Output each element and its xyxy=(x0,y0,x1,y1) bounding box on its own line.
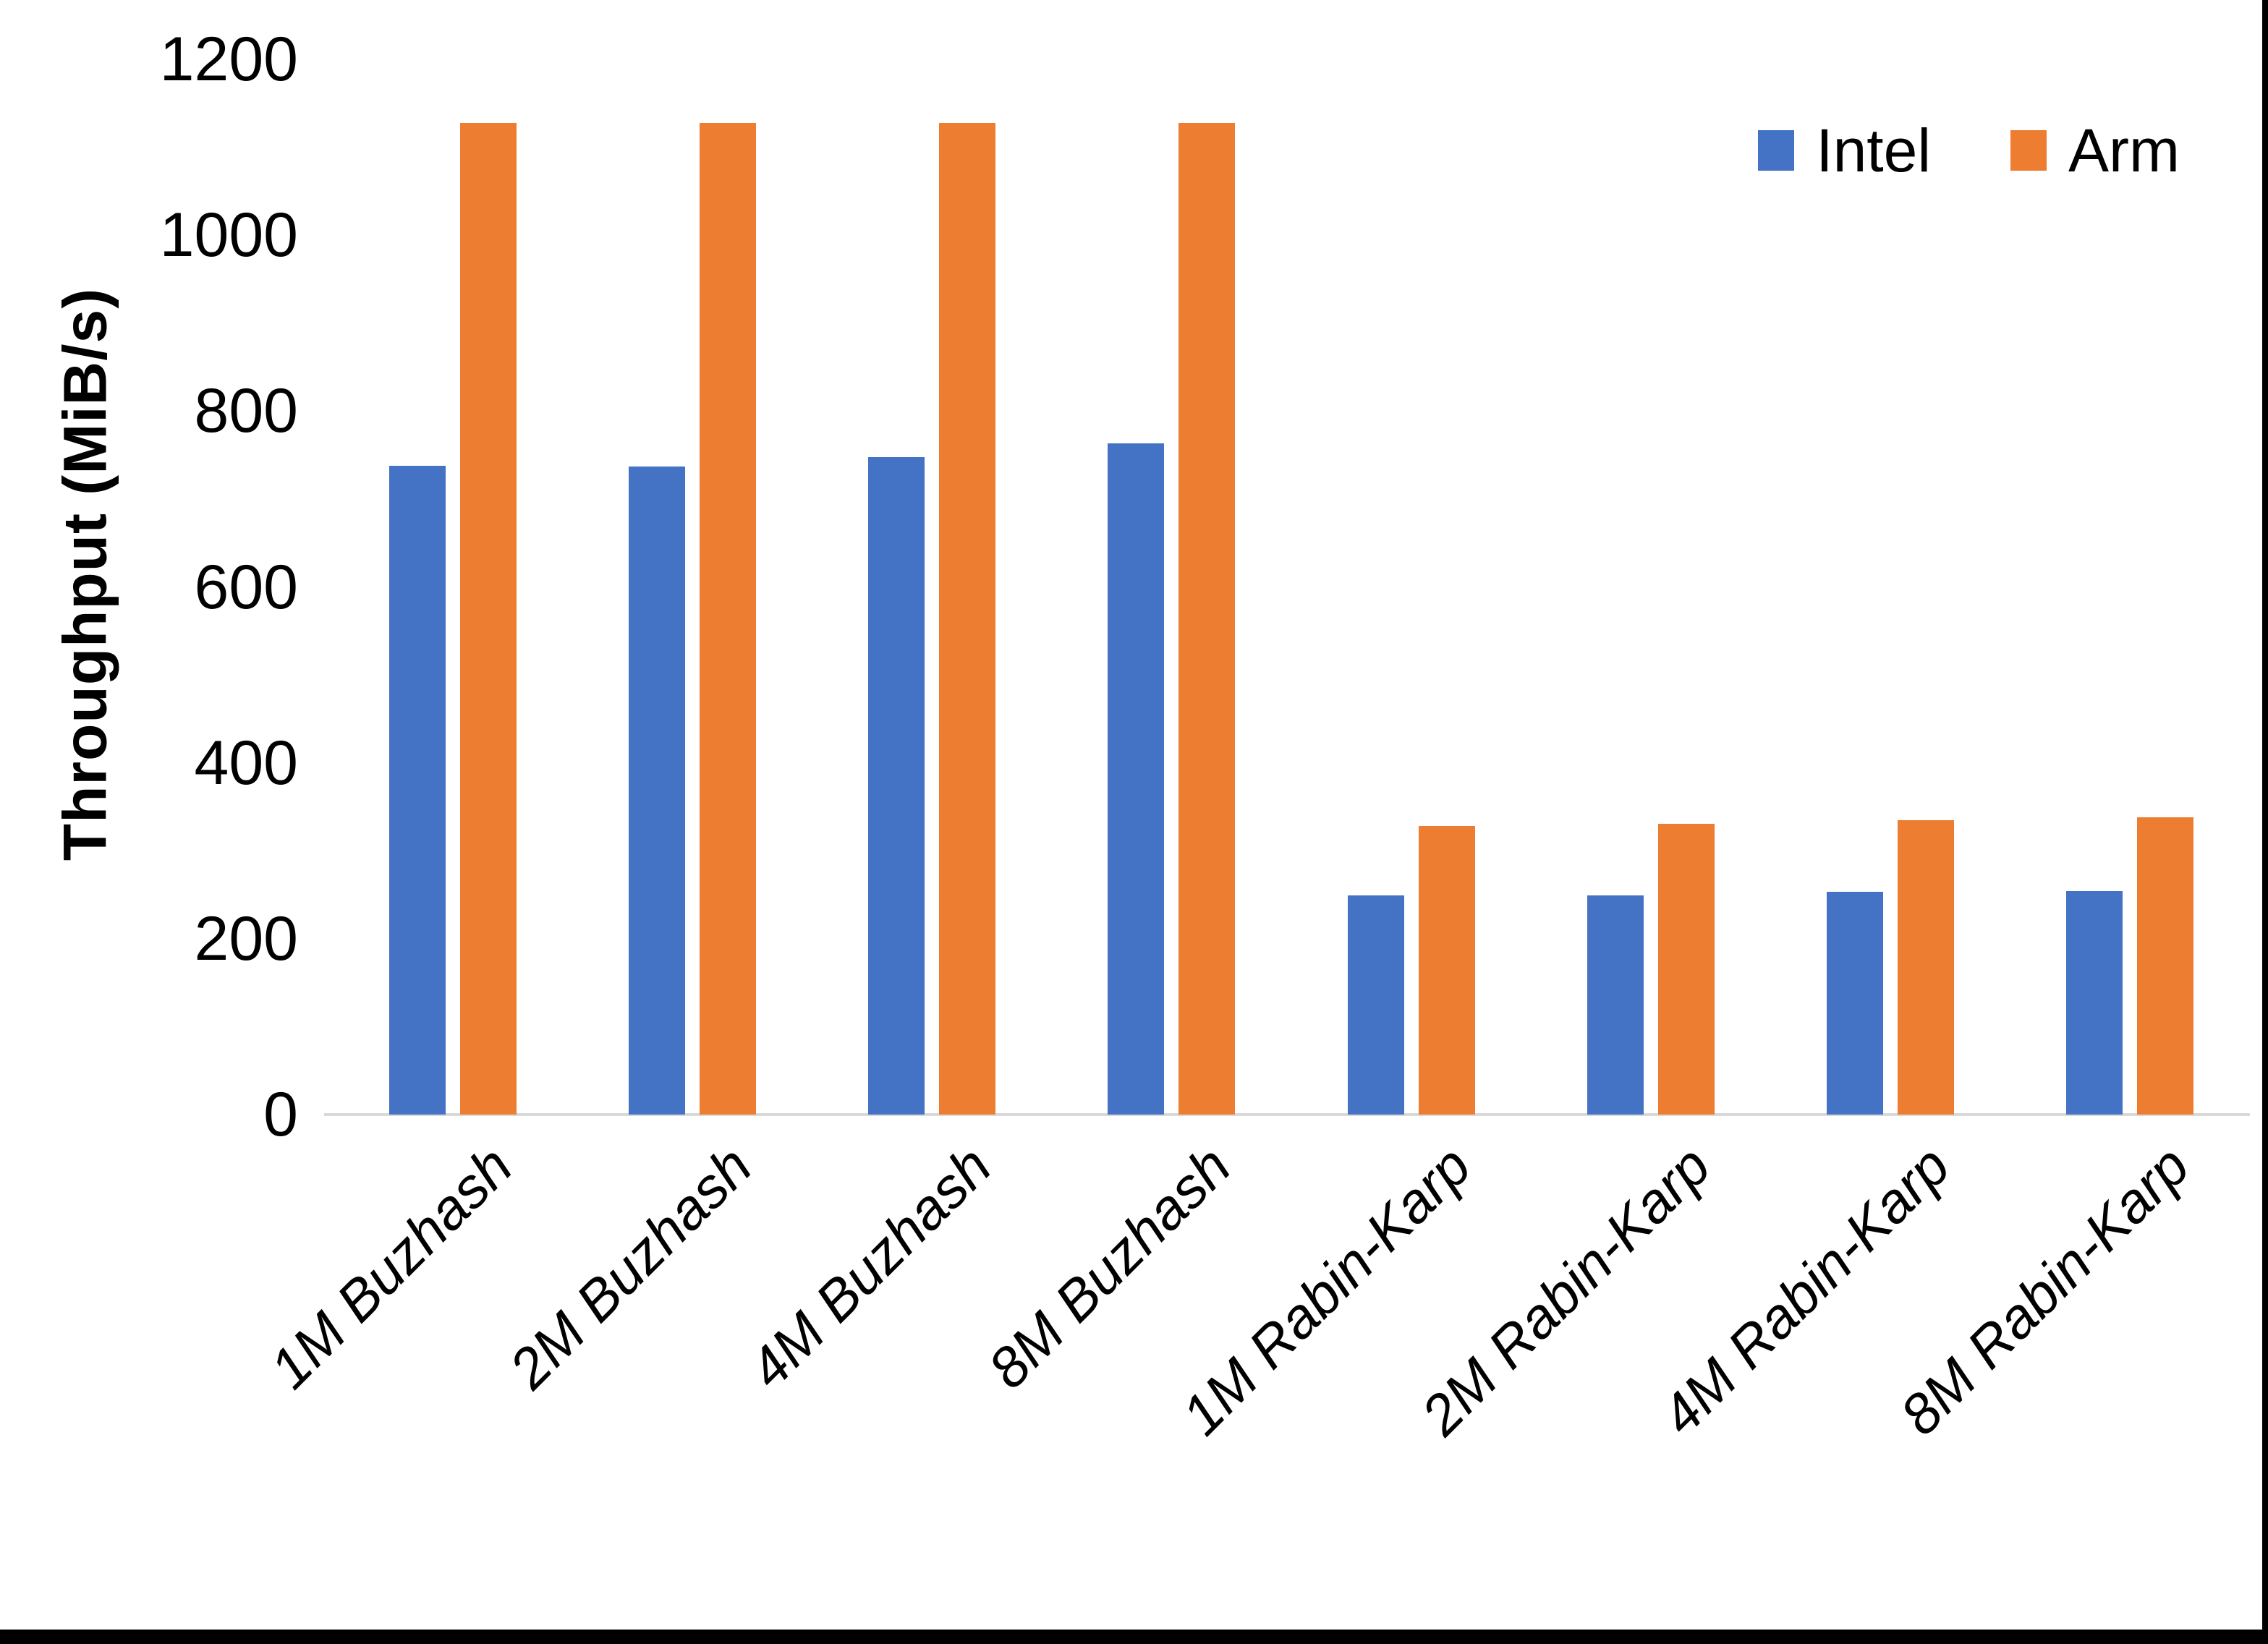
arm-bar xyxy=(2137,817,2194,1115)
intel-bar xyxy=(2066,891,2123,1115)
window-border-bottom xyxy=(0,1630,2268,1644)
intel-bar xyxy=(1587,895,1644,1115)
arm-bar xyxy=(1418,826,1475,1115)
y-tick-label: 600 xyxy=(194,552,299,622)
legend-entry: Intel xyxy=(1758,120,1931,181)
y-tick-label: 800 xyxy=(194,376,299,446)
intel-bar xyxy=(1108,443,1165,1115)
legend-swatch-icon xyxy=(1758,130,1795,171)
x-category-label: 4M Buzhash xyxy=(736,1133,1003,1401)
intel-bar xyxy=(1827,892,1884,1115)
x-category-label: 4M Rabin-Karp xyxy=(1648,1133,1962,1447)
bar-group: 4M Rabin-Karp xyxy=(1649,59,2010,1447)
intel-bar xyxy=(868,456,925,1115)
arm-bar xyxy=(939,122,996,1115)
arm-bar xyxy=(1898,819,1955,1115)
x-category-label: 2M Rabin-Karp xyxy=(1409,1133,1723,1447)
window-border-right xyxy=(2262,0,2268,1644)
x-category-label: 8M Buzhash xyxy=(976,1133,1244,1401)
y-tick-label: 1000 xyxy=(159,200,298,271)
bar-group: 4M Buzhash xyxy=(736,59,1052,1400)
bar-group: 1M Buzhash xyxy=(258,59,572,1400)
y-tick-label: 200 xyxy=(194,903,299,974)
arm-bar xyxy=(459,122,517,1115)
y-tick-label: 0 xyxy=(263,1080,298,1149)
arm-bar xyxy=(1178,122,1236,1115)
y-axis-tick-labels: 0 200 400 600 800 1000 1200 xyxy=(109,28,299,1146)
x-category-label: 2M Buzhash xyxy=(496,1133,764,1401)
legend-entry: Arm xyxy=(2010,120,2180,181)
intel-bar xyxy=(628,466,685,1115)
y-tick-label: 1200 xyxy=(159,25,298,94)
bar-group: 2M Buzhash xyxy=(497,59,812,1400)
arm-bar xyxy=(699,122,756,1115)
y-tick-label: 400 xyxy=(194,728,299,798)
intel-bar xyxy=(388,465,446,1115)
bar-group: 8M Buzhash xyxy=(976,59,1291,1400)
arm-bar xyxy=(1657,823,1715,1115)
x-category-label: 8M Rabin-Karp xyxy=(1887,1133,2202,1447)
x-category-label: 1M Buzhash xyxy=(257,1133,524,1401)
plot-area: 1M Buzhash 2M Buzhash 4M Buzhash 8M Buzhash… xyxy=(258,59,2250,1447)
legend-label: Intel xyxy=(1816,116,1932,184)
intel-bar xyxy=(1347,895,1404,1115)
bar-group: 8M Rabin-Karp xyxy=(1888,59,2250,1447)
bar-group: 2M Rabin-Karp xyxy=(1409,59,1770,1447)
legend-swatch-icon xyxy=(2010,130,2047,171)
bar-group: 1M Rabin-Karp xyxy=(1169,59,1531,1447)
legend: Intel Arm xyxy=(1758,120,2180,181)
x-category-label: 1M Rabin-Karp xyxy=(1169,1133,1483,1447)
legend-label: Arm xyxy=(2068,116,2180,184)
x-axis-line xyxy=(324,1113,2250,1116)
